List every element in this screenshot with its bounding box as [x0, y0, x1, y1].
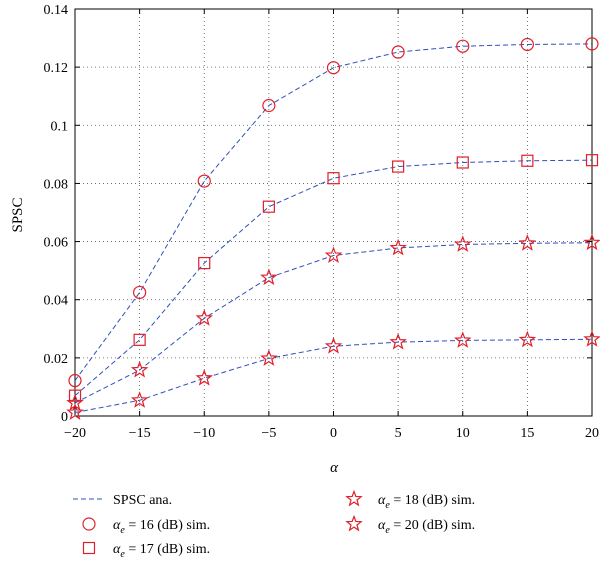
x-tick-label: 20	[585, 426, 599, 441]
data-point-s4	[66, 403, 84, 420]
y-tick-label: 0.1	[51, 119, 69, 134]
data-point-s1	[585, 37, 599, 51]
data-point-s2	[262, 200, 275, 213]
legend-label-2: αe = 16 (dB) sim.	[113, 518, 210, 536]
x-tick-label: −5	[261, 426, 276, 441]
data-point-s2	[456, 156, 469, 169]
series-group	[66, 37, 600, 420]
grid	[75, 9, 592, 416]
x-tick-label: 0	[330, 426, 337, 441]
y-tick-label: 0.08	[44, 177, 69, 192]
data-point-s1	[391, 45, 405, 59]
x-tick-label: −20	[64, 426, 86, 441]
x-tick-label: 15	[520, 426, 534, 441]
y-tick-label: 0.02	[44, 352, 69, 367]
x-tick-label: 5	[395, 426, 402, 441]
legend-label-4: αe = 18 (dB) sim.	[378, 493, 475, 511]
data-point-s4	[195, 368, 214, 386]
y-tick-label: 0.14	[44, 3, 69, 18]
data-point-s2	[392, 160, 405, 173]
data-point-s1	[68, 373, 82, 388]
legend-square-swatch	[82, 541, 96, 555]
data-point-s2	[133, 333, 146, 346]
y-axis-label: SPSC	[10, 197, 26, 232]
plot-frame	[74, 8, 593, 417]
x-tick-label: −10	[193, 426, 215, 441]
data-point-s4	[130, 391, 149, 408]
data-point-s3	[260, 268, 278, 286]
legend-label-1: SPSC ana.	[113, 493, 172, 508]
y-tick-labels: 0 0.02 0.04 0.06 0.08 0.1 0.12 0.14	[44, 3, 69, 425]
data-point-s3	[583, 233, 600, 251]
series-line-2	[74, 159, 593, 397]
data-point-s2	[68, 389, 82, 402]
data-point-s3	[130, 360, 149, 378]
data-point-s2	[327, 172, 340, 185]
series-line-3	[74, 242, 593, 404]
data-point-s1	[197, 174, 211, 188]
x-axis-label: α	[330, 460, 339, 476]
legend: SPSC ana. αe = 16 (dB) sim. αe = 17 (dB) s…	[73, 489, 475, 560]
legend-label-3: αe = 17 (dB) sim.	[113, 542, 210, 560]
data-point-s4	[324, 337, 343, 354]
legend-label-5: αe = 20 (dB) sim.	[378, 518, 475, 536]
data-point-s1	[326, 61, 341, 75]
data-point-s1	[133, 285, 147, 300]
data-point-s1	[520, 37, 534, 52]
y-tick-label: 0.12	[44, 61, 69, 76]
data-point-s1	[262, 98, 276, 113]
data-point-s4	[453, 331, 472, 348]
legend-star-swatch	[345, 489, 363, 507]
axes	[74, 8, 593, 417]
series-line-4	[74, 338, 593, 414]
data-point-s4	[518, 330, 537, 348]
x-tick-label: −15	[129, 426, 151, 441]
data-point-s3	[195, 309, 214, 326]
data-point-s3	[324, 246, 343, 263]
data-point-s2	[521, 154, 534, 167]
data-point-s2	[585, 154, 599, 167]
x-tick-labels: −20 −15 −10 −5 0 5 10 15 20	[64, 426, 599, 441]
legend-star-swatch	[345, 514, 363, 532]
y-tick-label: 0	[61, 410, 68, 425]
data-point-s2	[198, 256, 211, 270]
data-point-s3	[453, 235, 472, 252]
data-point-s4	[583, 330, 600, 347]
data-point-s4	[389, 332, 407, 350]
series-line-1	[74, 43, 593, 381]
y-tick-label: 0.06	[44, 236, 69, 251]
legend-circle-swatch	[82, 517, 96, 531]
data-point-s1	[456, 39, 470, 53]
x-tick-label: 10	[456, 426, 470, 441]
data-point-s4	[260, 349, 278, 366]
y-tick-label: 0.04	[44, 294, 69, 309]
data-point-s3	[389, 238, 407, 256]
data-point-s3	[518, 234, 537, 251]
